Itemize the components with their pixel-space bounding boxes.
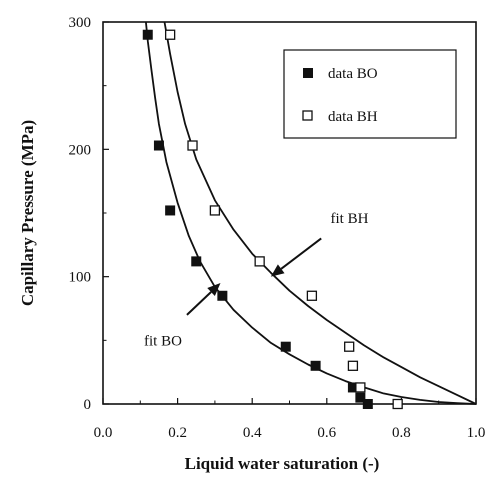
point-data-bo (153, 140, 164, 151)
x-axis-ticks: 0.0 0.2 0.4 0.6 0.8 1.0 (94, 398, 486, 441)
point-data-bh (164, 29, 176, 40)
legend-label-data-bh: data BH (328, 109, 378, 125)
point-data-bo (217, 290, 228, 301)
fit-curves (145, 21, 477, 405)
point-data-bo (191, 256, 202, 267)
annotation-arrowhead-fit-bo (207, 283, 221, 296)
series-line-fit-bh (163, 21, 477, 405)
annotation-label-fit-bh: fit BH (331, 211, 369, 227)
point-data-bh (187, 140, 198, 151)
annotation-arrow-fit-bo (186, 291, 212, 316)
x-tick-label: 0.6 (317, 425, 336, 441)
point-data-bo (310, 360, 321, 371)
point-data-bo (142, 29, 153, 40)
point-data-bo (347, 382, 358, 393)
point-data-bo (280, 341, 291, 352)
point-data-bo (362, 399, 373, 409)
x-tick-label: 0.0 (94, 425, 113, 441)
x-tick-label: 0.2 (168, 425, 187, 441)
point-data-bh (347, 360, 359, 371)
series-line-fit-bo (145, 21, 477, 405)
point-data-bh (392, 398, 403, 410)
legend-label-data-bo: data BO (328, 66, 378, 82)
data-points (142, 29, 403, 410)
point-data-bh (306, 290, 318, 301)
x-tick-label: 1.0 (467, 425, 486, 441)
point-data-bh (209, 205, 221, 216)
legend-box (283, 49, 457, 139)
annotation-label-fit-bo: fit BO (144, 333, 182, 349)
annotation-arrow-fit-bh (280, 237, 322, 270)
y-axis-title: Capillary Pressure (MPa) (18, 120, 37, 306)
x-axis-title: Liquid water saturation (-) (185, 454, 380, 473)
point-data-bo (165, 205, 176, 216)
y-tick-label: 200 (69, 142, 92, 158)
point-data-bh (254, 256, 265, 267)
legend-marker-data-bo (303, 68, 313, 78)
legend-marker-data-bh (302, 110, 313, 121)
x-tick-label: 0.8 (392, 425, 411, 441)
point-data-bh (355, 382, 366, 393)
y-tick-label: 100 (69, 270, 92, 286)
point-data-bh (344, 341, 355, 352)
point-data-bo (355, 392, 366, 403)
annotation-arrowhead-fit-bh (270, 264, 285, 277)
x-tick-label: 0.4 (243, 425, 262, 441)
y-axis-ticks: 0 100 200 300 (69, 15, 109, 413)
fit-annotations: fit BH fit BO (144, 211, 369, 349)
y-tick-label: 0 (84, 397, 92, 413)
y-tick-label: 300 (69, 15, 92, 31)
legend: data BO data BH (283, 49, 457, 139)
